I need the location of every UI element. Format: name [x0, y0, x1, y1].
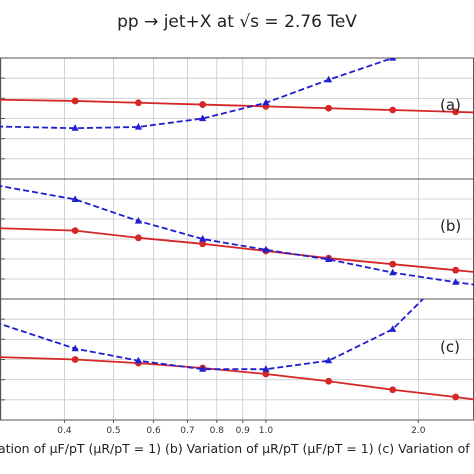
- series-line: [0, 58, 393, 130]
- panel-3: (c) 0.4 0.5 0.6 0.7 0.8 0.9 1.0 2.0: [0, 289, 474, 436]
- series-line: [0, 356, 474, 401]
- panels: (a) (b) (c) 0.4 0.5 0.6 0.7 0.8 0.9 1.0 2.0: [0, 57, 474, 436]
- data-point: [389, 325, 397, 332]
- blue-dashed-series: [0, 185, 474, 286]
- red-solid-series: [0, 227, 474, 274]
- data-point: [325, 75, 333, 83]
- x-tick-label: 1.0: [259, 426, 274, 436]
- x-tick-label: 0.6: [146, 426, 161, 436]
- data-point: [452, 278, 460, 285]
- data-point: [389, 268, 397, 276]
- panel-1: (a): [0, 57, 474, 180]
- data-point: [262, 365, 270, 372]
- panel-label: (c): [440, 338, 460, 356]
- x-axis-caption: ation of μF/pT (μR/pT = 1) (b) Variation…: [0, 441, 474, 456]
- data-point: [262, 98, 270, 106]
- data-point: [425, 289, 432, 296]
- x-tick-label: 0.8: [210, 426, 225, 436]
- x-tick-label: 0.4: [57, 426, 72, 436]
- red-solid-series: [0, 356, 474, 401]
- panel-label: (a): [440, 96, 461, 114]
- data-point: [325, 377, 333, 385]
- panel-label: (b): [440, 217, 461, 235]
- data-point: [135, 99, 142, 107]
- data-point: [71, 227, 79, 235]
- data-point: [199, 365, 207, 372]
- data-point: [262, 370, 270, 378]
- data-point: [134, 122, 143, 130]
- data-point: [199, 114, 207, 122]
- series-line: [0, 185, 474, 286]
- data-point: [199, 101, 207, 108]
- data-point: [134, 217, 143, 224]
- series-line: [0, 98, 474, 114]
- data-point: [71, 124, 79, 131]
- data-point: [71, 195, 79, 202]
- data-point: [389, 386, 397, 394]
- blue-dashed-series: [0, 58, 397, 131]
- data-point: [389, 58, 397, 61]
- x-tick-label: 0.9: [236, 426, 251, 436]
- blue-dashed-series: [0, 289, 432, 372]
- x-tick-label: 0.5: [106, 426, 120, 436]
- data-point: [325, 356, 333, 364]
- figure-title: pp → jet+X at √s = 2.76 TeV: [117, 12, 357, 32]
- data-point: [389, 106, 397, 114]
- data-point: [71, 97, 79, 105]
- data-point: [325, 255, 333, 262]
- data-point: [134, 356, 143, 364]
- data-point: [325, 104, 333, 112]
- x-tick-label: 0.7: [180, 426, 194, 436]
- data-point: [452, 108, 460, 116]
- red-solid-series: [0, 97, 474, 116]
- data-point: [262, 245, 270, 253]
- data-point: [452, 393, 460, 401]
- data-point: [135, 234, 142, 242]
- data-point: [71, 356, 79, 363]
- data-point: [199, 235, 207, 242]
- series-line: [0, 299, 425, 371]
- panel-2: (b): [0, 178, 474, 300]
- data-point: [199, 240, 207, 248]
- series-line: [0, 227, 474, 273]
- x-tick-label: 2.0: [411, 426, 426, 436]
- data-point: [71, 344, 79, 352]
- data-point: [389, 260, 397, 268]
- data-point: [452, 266, 460, 274]
